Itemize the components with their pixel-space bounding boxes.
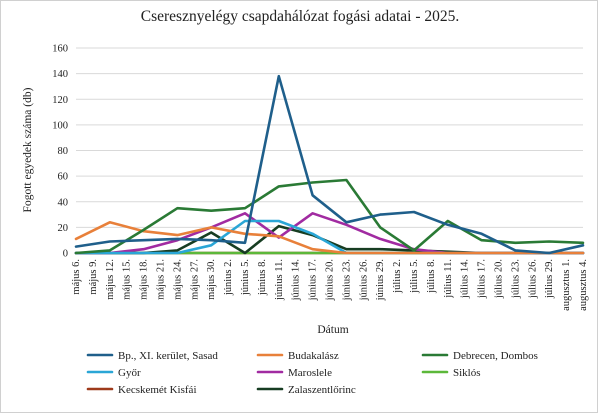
y-tick-label: 140 <box>52 69 68 80</box>
y-tick-label: 0 <box>63 249 68 260</box>
legend-label: Maroslele <box>288 367 332 379</box>
x-tick-label: június 17. <box>308 259 319 301</box>
x-tick-label: június 5. <box>240 259 251 296</box>
legend-item[interactable]: Maroslele <box>256 367 332 379</box>
x-tick-label: május 9. <box>88 259 99 295</box>
x-tick-label: augusztus 1. <box>561 259 572 311</box>
x-tick-label: május 21. <box>156 259 167 300</box>
y-tick-label: 120 <box>52 95 68 106</box>
x-tick-label: július 29. <box>544 259 555 299</box>
grid-layer <box>76 47 583 228</box>
x-tick-label: július 11. <box>443 259 454 299</box>
y-tick-label: 100 <box>52 120 68 131</box>
y-tick-label: 80 <box>58 146 69 157</box>
x-tick-label: június 23. <box>341 259 352 301</box>
legend-label: Győr <box>118 367 141 379</box>
legend-item[interactable]: Siklós <box>421 367 481 379</box>
x-tick-label: május 30. <box>206 259 217 300</box>
chart-title: Cseresznyelégy csapdahálózat fogási adat… <box>140 8 460 25</box>
legend-item[interactable]: Győr <box>86 367 141 379</box>
legend-item[interactable]: Kecskemét Kisfái <box>86 384 197 396</box>
legend-label: Bp., XI. kerület, Sasad <box>118 350 218 362</box>
legend-item[interactable]: Debrecen, Dombos <box>421 350 538 362</box>
x-tick-label: június 29. <box>375 259 386 301</box>
y-tick-label: 60 <box>58 172 69 183</box>
axis-layer: 0 20 40 60 80 100 120 140 160 május 6. május 9. máj… <box>52 44 589 311</box>
series-line-1 <box>74 221 585 255</box>
x-tick-label: május 24. <box>172 259 183 300</box>
x-tick-label: július 8. <box>426 259 437 294</box>
y-tick-label: 40 <box>58 197 69 208</box>
x-tick-label: augusztus 4. <box>578 259 589 311</box>
x-tick-label: július 23. <box>510 259 521 299</box>
x-tick-label: június 2. <box>223 259 234 296</box>
x-tick-label: június 11. <box>274 259 285 301</box>
x-axis-title: Dátum <box>317 324 348 336</box>
x-tick-label: május 18. <box>139 259 150 300</box>
x-tick-label: július 5. <box>409 259 420 294</box>
legend-label: Debrecen, Dombos <box>453 350 538 362</box>
legend-item[interactable]: Bp., XI. kerület, Sasad <box>86 350 218 362</box>
x-tick-label: július 17. <box>477 259 488 299</box>
legend-item[interactable]: Zalaszentlőrinc <box>256 384 356 396</box>
x-tick-label: május 27. <box>189 259 200 300</box>
x-tick-label: július 26. <box>527 259 538 299</box>
legend: Bp., XI. kerület, Sasad Budakalász Debrece… <box>86 350 538 396</box>
x-tick-label: május 6. <box>71 259 82 295</box>
legend-label: Kecskemét Kisfái <box>118 384 197 396</box>
legend-item[interactable]: Budakalász <box>256 350 339 362</box>
y-tick-label: 160 <box>52 44 68 55</box>
series-layer <box>74 74 585 255</box>
x-tick-label: május 12. <box>105 259 116 300</box>
y-axis-title: Fogott egyedek száma (db) <box>22 87 34 212</box>
x-tick-label: június 20. <box>325 259 336 301</box>
y-tick-label: 20 <box>58 223 69 234</box>
x-tick-label: július 14. <box>460 259 471 299</box>
x-tick-label: július 20. <box>494 259 505 299</box>
series-line-0 <box>74 74 585 255</box>
x-tick-label: július 2. <box>392 259 403 294</box>
x-tick-label: június 26. <box>358 259 369 301</box>
legend-label: Siklós <box>453 367 481 379</box>
x-tick-label: május 15. <box>122 259 133 300</box>
legend-label: Zalaszentlőrinc <box>288 384 356 396</box>
x-tick-label: június 14. <box>291 259 302 301</box>
legend-label: Budakalász <box>288 350 339 362</box>
x-tick-label: június 8. <box>257 259 268 296</box>
